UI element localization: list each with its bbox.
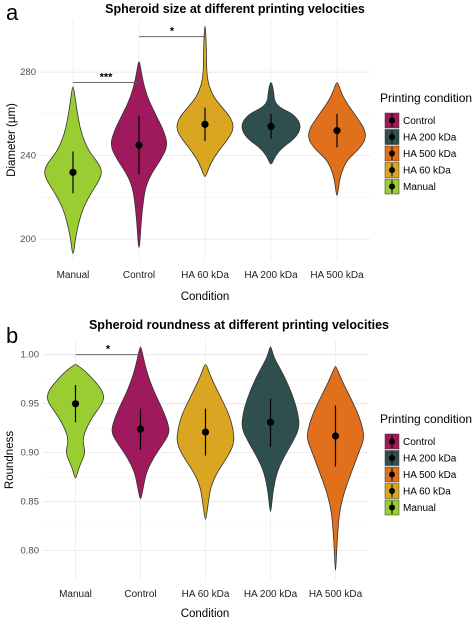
legend-label: HA 500 kDa: [403, 470, 457, 481]
violins-a: [44, 25, 366, 255]
legend-item: HA 500 kDa: [384, 145, 457, 162]
x-tick-label: Manual: [57, 270, 90, 281]
x-tick-label: HA 500 kDa: [310, 270, 364, 281]
legend-item: HA 60 kDa: [384, 483, 451, 499]
legend-title: Printing condition: [380, 91, 472, 105]
legend-swatch-point: [389, 117, 395, 124]
y-tick-label: 280: [20, 67, 36, 78]
x-axis-title-b: Condition: [181, 608, 230, 620]
legend-label: Control: [403, 437, 435, 448]
legend-label: Manual: [403, 503, 436, 514]
y-axis-title-b: Roundness: [4, 431, 16, 489]
violin-ha-60-kda: [176, 25, 234, 177]
panel-letter-b: b: [6, 323, 18, 348]
legend-swatch-point: [389, 134, 395, 140]
y-tick-label: 240: [20, 151, 36, 162]
legend-swatch-point: [389, 455, 395, 461]
legend-swatch-point: [389, 183, 395, 190]
mean-point: [201, 428, 210, 436]
panel-b-spheroid-roundness: b Spheroid roundness at different printi…: [4, 318, 472, 620]
legend-label: HA 200 kDa: [403, 454, 457, 465]
legend-item: HA 60 kDa: [384, 162, 451, 178]
mean-point: [331, 432, 340, 440]
y-tick-label: 0.90: [21, 448, 40, 459]
legend-item: Control: [384, 112, 435, 129]
legend-title: Printing condition: [380, 412, 472, 426]
legend-item: Manual: [384, 178, 436, 195]
significance-label: ***: [100, 72, 114, 84]
violins-b: [47, 346, 364, 571]
significance-annotations-a: ****: [73, 26, 205, 84]
x-tick-label: HA 200 kDa: [244, 589, 298, 600]
chart-title-a: Spheroid size at different printing velo…: [105, 2, 365, 16]
y-tick-label: 200: [20, 234, 36, 245]
y-tick-labels-b: 0.80 0.85 0.90 0.95 1.00: [21, 350, 40, 557]
mean-point: [69, 168, 77, 176]
legend-item: Manual: [384, 499, 436, 516]
y-tick-labels-a: 200 240 280: [20, 67, 36, 245]
significance-label: *: [106, 344, 111, 356]
mean-point: [71, 400, 80, 408]
mean-point: [201, 120, 209, 128]
chart-title-b: Spheroid roundness at different printing…: [89, 318, 389, 332]
legend-swatch-point: [389, 438, 395, 445]
x-tick-labels-a: Manual Control HA 60 kDa HA 200 kDa HA 500 k…: [57, 270, 365, 281]
x-tick-label: HA 500 kDa: [309, 589, 363, 600]
y-tick-label: 0.85: [21, 497, 40, 508]
legend-a: Printing condition Control HA 200 kDa HA 50…: [380, 91, 472, 195]
significance-label: *: [170, 26, 175, 38]
x-axis-title-a: Condition: [181, 291, 230, 303]
x-tick-label: HA 60 kDa: [181, 270, 229, 281]
mean-point: [135, 141, 143, 149]
legend-swatch-point: [389, 167, 395, 173]
y-tick-label: 0.80: [21, 546, 40, 557]
legend-swatch-point: [389, 471, 395, 478]
legend-item: HA 200 kDa: [384, 450, 457, 466]
legend-item: Control: [384, 433, 435, 450]
x-tick-label: Control: [124, 589, 156, 600]
legend-item: HA 500 kDa: [384, 466, 457, 483]
panel-letter-a: a: [6, 0, 19, 25]
legend-label: Control: [403, 116, 435, 127]
mean-point: [136, 425, 145, 433]
x-tick-label: HA 60 kDa: [182, 589, 230, 600]
mean-point: [267, 122, 275, 131]
mean-point: [333, 127, 341, 135]
legend-label: HA 60 kDa: [403, 166, 451, 177]
legend-label: Manual: [403, 182, 436, 193]
y-axis-title-a: Diameter (µm): [6, 103, 18, 177]
legend-label: HA 500 kDa: [403, 149, 457, 160]
legend-item: HA 200 kDa: [384, 129, 457, 145]
legend-swatch-point: [389, 504, 395, 511]
significance-annotations-b: *: [75, 344, 141, 356]
x-tick-label: HA 200 kDa: [244, 270, 298, 281]
legend-swatch-point: [389, 488, 395, 494]
x-tick-label: Manual: [59, 589, 92, 600]
legend-label: HA 200 kDa: [403, 133, 457, 144]
legend-label: HA 60 kDa: [403, 487, 451, 498]
x-tick-label: Control: [123, 270, 155, 281]
legend-swatch-point: [389, 150, 395, 157]
violin-ha-500-kda: [307, 366, 364, 571]
mean-point: [266, 418, 275, 426]
y-tick-label: 0.95: [21, 399, 40, 410]
y-tick-label: 1.00: [21, 350, 40, 361]
panel-a-spheroid-size: a Spheroid size at different printing ve…: [6, 0, 472, 303]
legend-b: Printing condition Control HA 200 kDa HA 50…: [380, 412, 472, 516]
x-tick-labels-b: Manual Control HA 60 kDa HA 200 kDa HA 500 k…: [59, 589, 363, 600]
